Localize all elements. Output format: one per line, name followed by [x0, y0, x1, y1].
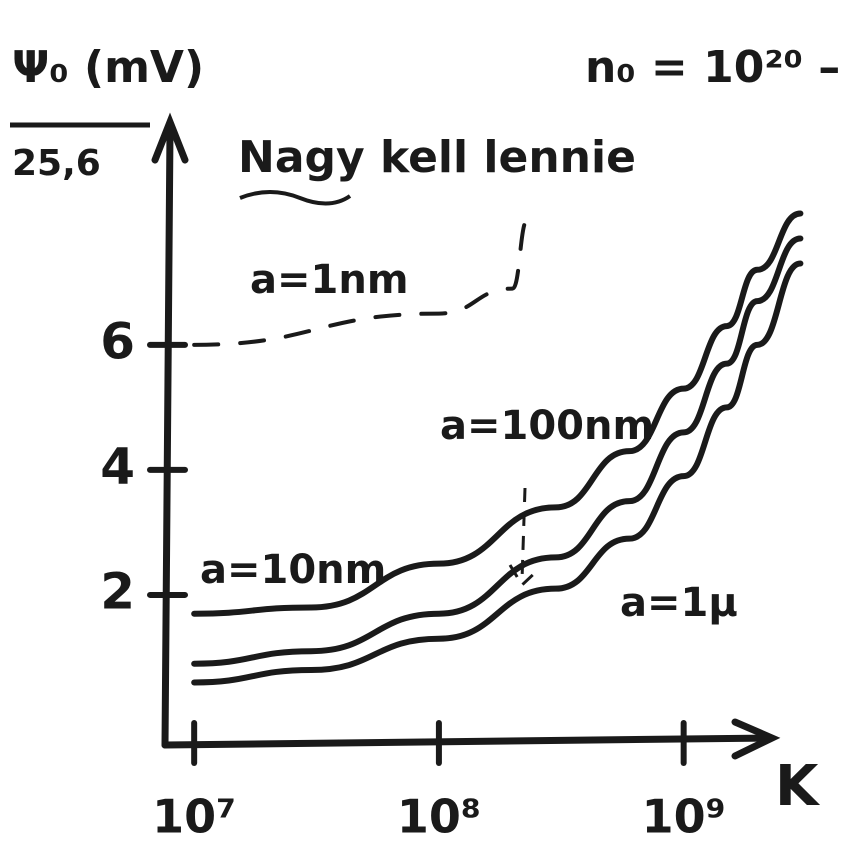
x-tick-label: 10⁷ [152, 790, 236, 844]
series-label: a=100nm [440, 403, 654, 449]
series-label: a=10nm [200, 547, 386, 593]
title-underline [240, 192, 350, 204]
note: n₀ = 10²⁰ – [585, 42, 840, 93]
x-axis-label: K [775, 754, 821, 819]
series-label: a=1μ [620, 580, 738, 626]
chart-title: Nagy kell lennie [238, 132, 636, 183]
series-label: a=1nm [250, 257, 409, 303]
y-axis-label: Ψ₀ (mV) [12, 42, 204, 93]
y-tick-label: 6 [100, 312, 135, 370]
x-tick-label: 10⁸ [397, 790, 481, 844]
y-tick-label: 2 [100, 562, 135, 620]
y-tick-label: 4 [100, 437, 135, 495]
y-axis-divisor: 25,6 [12, 143, 101, 184]
x-tick-label: 10⁹ [642, 790, 726, 844]
chart: n₀ = 10²⁰ – Nagy kell lennie Ψ₀ (mV) 25,… [0, 0, 862, 858]
